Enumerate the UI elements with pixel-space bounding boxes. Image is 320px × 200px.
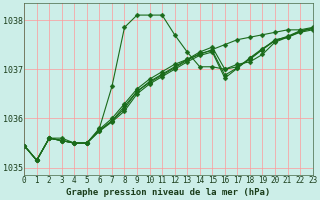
X-axis label: Graphe pression niveau de la mer (hPa): Graphe pression niveau de la mer (hPa) xyxy=(66,188,270,197)
